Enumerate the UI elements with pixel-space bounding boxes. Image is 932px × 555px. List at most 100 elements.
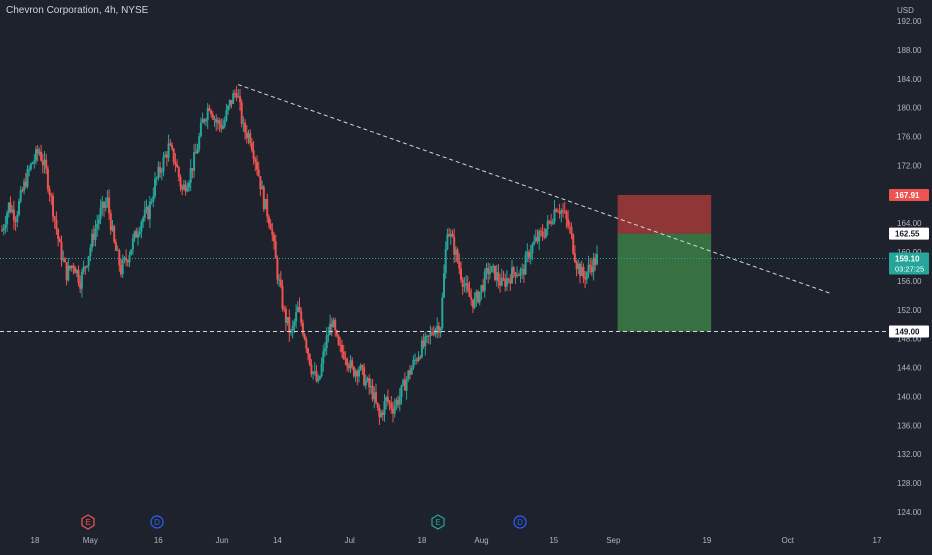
candle-body [273, 234, 275, 242]
candle-body [159, 167, 162, 173]
candle-body [218, 120, 221, 125]
drawing-lines[interactable] [0, 84, 888, 332]
candle-body [164, 154, 167, 158]
candle-body [376, 402, 379, 408]
candle-body [191, 168, 194, 171]
candle-body [441, 297, 444, 329]
candle-body [203, 119, 206, 122]
candle-body [412, 359, 415, 368]
candle-body [385, 397, 388, 402]
candle-body [427, 335, 430, 337]
candle-body [565, 211, 568, 219]
candle-body [106, 197, 109, 204]
earnings-letter: E [85, 518, 90, 527]
candle-body [375, 392, 377, 403]
earnings-icon[interactable]: E [81, 514, 95, 530]
candle-body [303, 334, 306, 340]
candle-body [422, 340, 425, 347]
candle-body [254, 158, 257, 163]
candle-body [324, 348, 326, 352]
candle-body [461, 279, 464, 287]
candle-body [298, 306, 301, 312]
candle-body [446, 234, 449, 250]
stop-loss-zone[interactable] [617, 194, 712, 234]
candle-body [468, 290, 471, 298]
candle-body [252, 150, 255, 159]
position-zones[interactable] [617, 194, 712, 332]
candle-body [577, 263, 580, 270]
candle-body [312, 371, 315, 375]
candle-body [240, 102, 243, 124]
candle-body [150, 201, 153, 203]
trendline[interactable] [237, 84, 831, 294]
candle-body [573, 253, 576, 262]
candle-body [174, 162, 177, 165]
candle-body [46, 168, 49, 190]
candle-body [111, 226, 114, 231]
candle-body [572, 234, 575, 254]
earnings-hexagon [431, 514, 445, 530]
current-price-label-bg [889, 252, 929, 275]
candle-body [69, 265, 71, 269]
candle-body [562, 210, 564, 212]
candle-body [429, 332, 432, 336]
dividend-icon[interactable]: D [513, 515, 527, 529]
candle-body [592, 257, 595, 273]
candle-body [550, 221, 553, 224]
candle-body [283, 308, 286, 310]
candle-body [534, 236, 537, 242]
take-profit-zone[interactable] [617, 233, 712, 332]
candle-body [480, 285, 483, 292]
candle-body [301, 322, 304, 335]
candle-body [4, 224, 7, 229]
candle-body [24, 181, 27, 187]
candle-body [392, 408, 394, 414]
candle-body [381, 412, 384, 415]
candle-body [165, 154, 168, 158]
candle-body [402, 379, 405, 386]
candle-body [6, 212, 9, 225]
time-tick-label: 18 [418, 536, 427, 545]
candle-body [57, 229, 60, 240]
candle-body [121, 260, 124, 275]
candle-body [505, 278, 508, 287]
candle-body [99, 207, 102, 220]
candle-body [494, 265, 496, 281]
candle-body [36, 149, 39, 154]
time-tick-label: Jun [216, 536, 229, 545]
countdown-label: 03:27:25 [895, 265, 924, 274]
time-tick-label: Aug [474, 536, 488, 545]
time-tick-label: 18 [31, 536, 40, 545]
candle-body [388, 401, 391, 403]
time-tick-label: 17 [873, 536, 882, 545]
candle-body [145, 207, 148, 210]
candle-body [235, 93, 238, 98]
candle-body [87, 256, 90, 266]
candle-body [475, 291, 478, 299]
time-axis[interactable]: 18 May 16 Jun 14 Jul 18 Aug 15 Sep 19 Oct 17 [31, 536, 882, 545]
candle-body [177, 167, 180, 177]
candle-body [538, 231, 541, 242]
candle-body [215, 118, 218, 123]
candle-body [247, 133, 250, 139]
candle-body [414, 359, 417, 361]
candle-body [55, 219, 58, 230]
earnings-icon[interactable]: E [431, 514, 445, 530]
candle-body [380, 412, 383, 417]
candle-body [211, 114, 214, 120]
dividend-icon[interactable]: D [150, 515, 164, 529]
candle-body [487, 268, 490, 275]
candle-body [80, 271, 83, 289]
candle-body [482, 285, 485, 291]
entry-price-label-bg [889, 227, 929, 240]
candle-body [60, 242, 63, 261]
candle-body [405, 378, 408, 391]
candle-body [84, 266, 87, 268]
candle-body [184, 184, 187, 192]
candle-body [278, 279, 281, 281]
support-price-label-bg [889, 325, 929, 338]
candle-body [148, 201, 151, 219]
